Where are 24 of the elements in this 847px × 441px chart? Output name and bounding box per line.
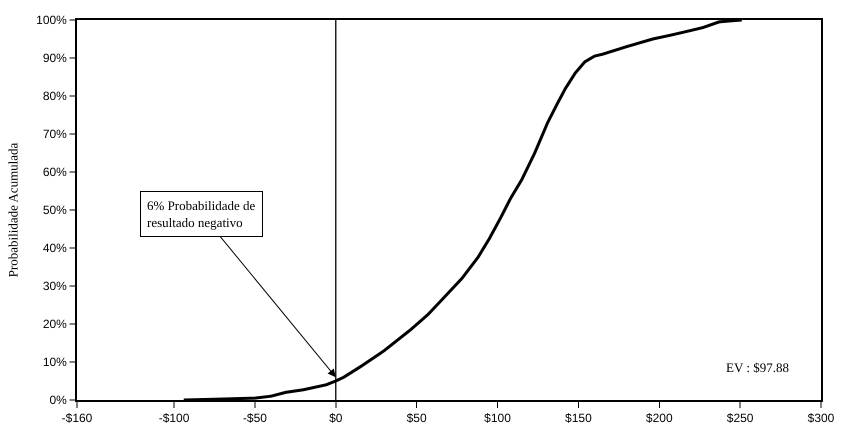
y-tick-label: 40%: [42, 241, 68, 256]
x-tick-label: $0: [329, 411, 343, 426]
x-tick-label: -$160: [62, 411, 93, 426]
x-tick-label: $250: [726, 411, 754, 426]
y-tick-label: 90%: [42, 51, 68, 66]
y-tick-label: 20%: [42, 317, 68, 332]
y-tick-label: 100%: [36, 13, 68, 28]
y-axis-title: Probabilidade Acumulada: [6, 142, 21, 278]
x-tick-label: -$50: [242, 411, 268, 426]
y-tick-label: 30%: [42, 279, 68, 294]
x-tick-label: $150: [565, 411, 592, 426]
x-tick-label: $50: [406, 411, 427, 426]
x-tick-label: -$100: [158, 411, 190, 426]
x-tick-label: $200: [646, 411, 673, 426]
y-tick-label: 10%: [42, 355, 68, 370]
x-tick-label: $300: [808, 411, 835, 426]
x-tick-label: $100: [484, 411, 512, 426]
annotation: 6% Probabilidade de resultado negativo: [147, 198, 256, 230]
y-tick-label: 0%: [50, 393, 68, 408]
y-tick-label: 60%: [42, 165, 68, 180]
y-tick-label: 80%: [42, 89, 68, 104]
annotation: EV : $97.88: [726, 360, 789, 375]
y-tick-label: 50%: [42, 203, 68, 218]
y-tick-label: 70%: [42, 127, 68, 142]
